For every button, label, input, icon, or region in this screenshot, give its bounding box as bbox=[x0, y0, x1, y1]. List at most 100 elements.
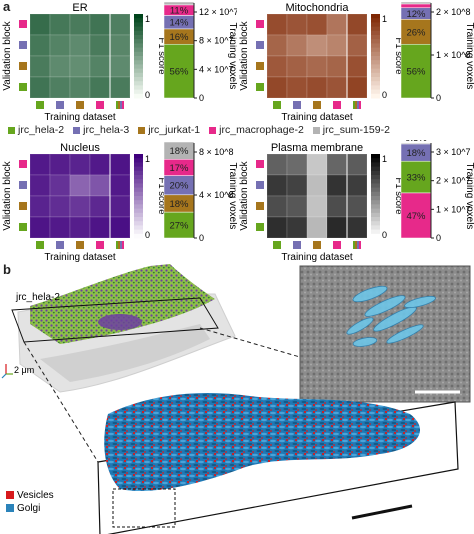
row-swatch bbox=[19, 181, 27, 189]
heatmap-cell bbox=[109, 55, 131, 78]
x-axis-label: Training dataset bbox=[281, 112, 353, 123]
col-swatch-stripe bbox=[116, 101, 118, 109]
colorbar-segment bbox=[134, 225, 143, 231]
golgi-label: Golgi bbox=[17, 503, 40, 514]
colorbar-segment bbox=[371, 30, 380, 36]
panel-a-label: a bbox=[3, 0, 11, 14]
colorbar-tick: 0 bbox=[145, 230, 150, 240]
heatmap-cell bbox=[89, 195, 111, 218]
voxel-bar-segment bbox=[400, 160, 432, 194]
col-swatch-stripe bbox=[122, 101, 124, 109]
legend-swatch-hela3 bbox=[73, 126, 81, 134]
colorbar-segment bbox=[371, 93, 380, 99]
heatmap-cell bbox=[69, 174, 91, 197]
voxel-bar-segment bbox=[400, 1, 432, 5]
colorbar-segment bbox=[134, 56, 143, 61]
colorbar-segment bbox=[134, 170, 143, 176]
colorbar-tick: 1 bbox=[382, 154, 387, 164]
row-swatch bbox=[19, 202, 27, 210]
colorbar-segment bbox=[134, 221, 143, 226]
panel-b-label: b bbox=[3, 262, 11, 277]
colorbar-segment bbox=[134, 196, 143, 201]
cell-surface-shadow bbox=[40, 324, 210, 382]
colorbar-segment bbox=[371, 162, 380, 168]
selection-box bbox=[11, 297, 219, 343]
heatmap-cell bbox=[346, 13, 368, 36]
heatmap-cell bbox=[29, 76, 51, 99]
voxel-bar-label: 18% bbox=[169, 146, 189, 157]
heatmap-cell bbox=[286, 34, 308, 57]
legend-swatch-hela2 bbox=[8, 126, 15, 134]
heatmap-cell bbox=[306, 216, 328, 239]
colorbar-segment bbox=[134, 191, 143, 197]
col-swatch-stripe bbox=[353, 241, 355, 249]
heatmap-cell bbox=[306, 153, 328, 176]
colorbar-segment bbox=[371, 56, 380, 61]
col-swatch-stripe bbox=[355, 241, 357, 249]
colorbar-tick: 0 bbox=[145, 90, 150, 100]
dataset-legend: jrc_hela-2 jrc_hela-3 jrc_jurkat-1 jrc_m… bbox=[8, 122, 470, 138]
voxel-bar-label: 0.5% bbox=[405, 140, 427, 144]
colorbar-segment bbox=[371, 170, 380, 176]
colorbar-label: F1 score bbox=[156, 38, 167, 75]
heatmap-cell bbox=[286, 153, 308, 176]
legend-label: jrc_hela-2 bbox=[18, 124, 65, 136]
colorbar-segment bbox=[134, 204, 143, 210]
colorbar-segment bbox=[134, 229, 143, 235]
heatmap-cell bbox=[69, 153, 91, 176]
colorbar-segment bbox=[134, 22, 143, 28]
legend-label: jrc_hela-3 bbox=[83, 124, 130, 136]
heatmap-cell bbox=[346, 195, 368, 218]
row-swatch bbox=[19, 41, 27, 49]
colorbar-segment bbox=[371, 166, 380, 172]
voxel-bar-label: 56% bbox=[169, 67, 189, 78]
col-swatch bbox=[293, 241, 301, 249]
voxel-tick: 1 × 10^8 bbox=[436, 50, 471, 60]
col-swatch-stripe bbox=[118, 241, 120, 249]
colorbar-segment bbox=[371, 183, 380, 189]
heatmap-cell bbox=[109, 34, 131, 57]
col-swatch bbox=[36, 241, 44, 249]
colorbar-segment bbox=[371, 191, 380, 197]
voxel-bar-label: 18% bbox=[406, 148, 426, 159]
heatmap-cell bbox=[346, 55, 368, 78]
colorbar-label: F1 score bbox=[393, 38, 404, 75]
legend-swatch-sum1592 bbox=[312, 126, 320, 134]
row-swatch bbox=[256, 223, 264, 231]
heatmap-cell bbox=[29, 34, 51, 57]
col-swatch-stripe bbox=[359, 241, 361, 249]
heatmap-cell bbox=[326, 216, 348, 239]
heatmap-cell bbox=[109, 195, 131, 218]
colorbar-segment bbox=[134, 187, 143, 193]
colorbar-tick: 0 bbox=[382, 230, 387, 240]
colorbar-segment bbox=[371, 35, 380, 40]
heatmap-cell bbox=[89, 55, 111, 78]
voxel-bar-label: 56% bbox=[406, 67, 426, 78]
projection-line bbox=[199, 327, 456, 403]
legend-swatch-macrophage2 bbox=[209, 126, 217, 134]
voxel-bar-label: 33% bbox=[406, 173, 426, 184]
heatmap-cell bbox=[49, 34, 71, 57]
legend-item: jrc_sum-159-2 bbox=[312, 124, 390, 136]
voxel-tick: 8 × 10^7 bbox=[199, 36, 234, 46]
col-swatch bbox=[293, 101, 301, 109]
colorbar-segment bbox=[134, 175, 143, 180]
heatmap-cell bbox=[69, 34, 91, 57]
vesicles-label: Vesicles bbox=[17, 490, 54, 501]
colorbar-segment bbox=[134, 162, 143, 168]
colorbar-tick: 0 bbox=[382, 90, 387, 100]
voxel-tick: 0 bbox=[436, 233, 441, 243]
heatmap-cell bbox=[286, 216, 308, 239]
colorbar-segment bbox=[371, 43, 380, 49]
colorbar-segment bbox=[371, 85, 380, 91]
row-swatch bbox=[256, 160, 264, 168]
heatmap-cell bbox=[346, 174, 368, 197]
heatmap-cell bbox=[49, 174, 71, 197]
axis-indicator-icon bbox=[1, 364, 13, 379]
voxel-bar-label: 14% bbox=[169, 18, 189, 29]
colorbar-segment bbox=[134, 89, 143, 95]
col-swatch bbox=[313, 241, 321, 249]
voxel-bar-label: 3% bbox=[172, 0, 186, 3]
colorbar-segment bbox=[371, 208, 380, 214]
row-swatch bbox=[256, 181, 264, 189]
